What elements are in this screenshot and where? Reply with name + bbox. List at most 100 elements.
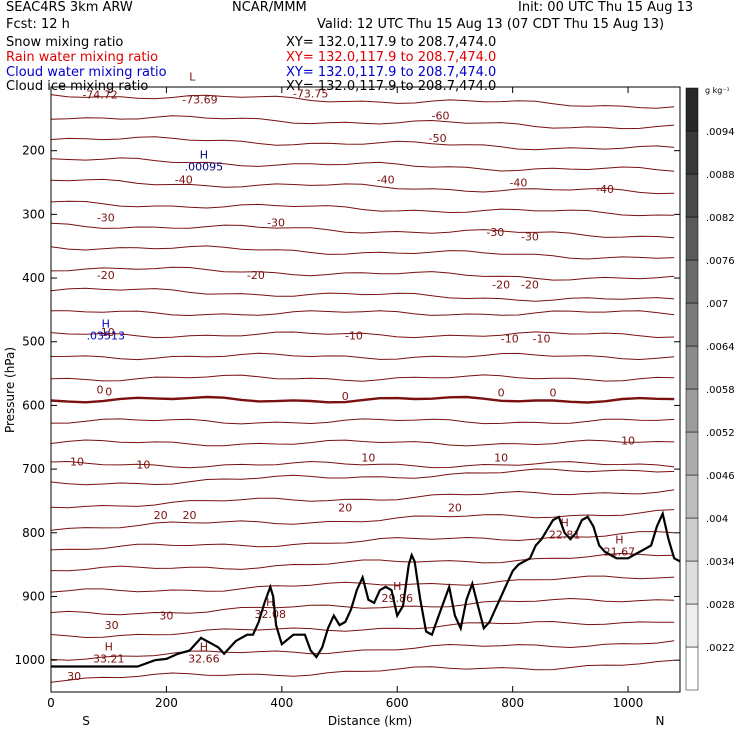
colorbar-label: .0052 [706,428,735,439]
field-label-cloud-water: Cloud water mixing ratio [6,65,167,80]
contour-line [50,222,675,239]
contour-line [50,157,675,172]
colorbar-label: .0028 [706,600,735,611]
contour-line [50,620,675,639]
contour-label: 20 [182,509,196,522]
contour-label: -60 [432,110,450,123]
contour-label: -73.75 [293,87,328,100]
temperature-contours [50,94,675,683]
contour-label: 20 [448,501,462,514]
extremum-mark: L [189,71,196,84]
y-tick-label: 800 [22,526,45,540]
contour-label: -20 [247,269,265,282]
y-axis-label: Pressure (hPa) [3,347,17,433]
contour-line [50,575,675,593]
contour-label: 30 [105,619,119,632]
colorbar-label: .0022 [706,643,735,654]
contour-label: 10 [621,434,635,447]
contour-line [50,266,675,281]
contour-label: -20 [97,269,115,282]
contour-label: -30 [97,212,115,225]
extremum-mark: H [393,580,401,593]
contour-label: 30 [159,610,173,623]
contour-label: 0 [97,384,104,397]
colorbar-label: .0094 [706,127,735,138]
contour-label: 20 [338,501,352,514]
extremum-mark: H [615,534,623,547]
contour-label: 0 [342,390,349,403]
contour-label: 0 [105,385,112,398]
extremum-value: .03513 [87,330,126,343]
contour-labels: -74.72 -73.69 -73.75 -60 -50 -40 -40 -40 -40 -30 -… [67,87,635,683]
contour-label: -30 [521,231,539,244]
contour-line [50,200,675,217]
colorbar-swatch [685,474,699,519]
y-tick-label: 1000 [14,653,45,667]
contour-label: -30 [486,226,504,239]
contour-line [50,115,675,130]
contour-line [50,136,675,151]
field-label-rain: Rain water mixing ratio [6,50,159,65]
y-tick-label: 400 [22,271,45,285]
x-tick-label: 200 [155,696,178,710]
plot-frame [50,86,681,693]
contour-line [50,460,675,469]
y-tick-label: 900 [22,589,45,603]
y-tick-label: 600 [22,398,45,412]
contour-line [51,418,675,425]
extremum-value: .00095 [185,160,224,173]
extremum-mark: H [200,641,208,654]
colorbar-label: .0082 [706,213,735,224]
contour-label: -30 [267,217,285,230]
contour-label: -20 [521,278,539,291]
colorbar-swatch [685,603,699,648]
x-tick-label: 0 [47,696,55,710]
y-tick-label: 300 [22,207,45,221]
contour-label: -10 [345,329,363,342]
contour-line [50,509,675,531]
extremum-value: 29.86 [381,592,413,605]
contour-line [50,331,675,339]
colorbar-label: .0034 [706,557,735,568]
y-tick-label: 200 [22,144,45,158]
extremum-mark: H [200,148,208,161]
colorbar-label: .004 [706,514,728,525]
colorbar-swatch [685,259,699,304]
contour-line [50,287,675,302]
contour-label: 20 [154,509,168,522]
contour-line [50,468,675,486]
colorbar-swatch [685,345,699,390]
contour-label: 10 [70,455,84,468]
colorbar-label: .0064 [706,342,735,353]
contour-line [50,659,675,683]
contour-line [51,310,675,317]
colorbar-label: .0058 [706,385,735,396]
x-axis-right-end-label: N [656,714,665,728]
center-title: NCAR/MMM [232,0,307,15]
contour-line [50,489,675,509]
contour-line [50,597,675,616]
contour-label: -50 [429,132,447,145]
contour-line [50,245,675,260]
contour-label: -40 [175,173,193,186]
model-title: SEAC4RS 3km ARW [6,0,133,15]
colorbar-label: .0046 [706,471,735,482]
field-xy-snow: XY= 132.0,117.9 to 208.7,474.0 [286,35,497,50]
colorbar-swatch [685,560,699,605]
valid-time: Valid: 12 UTC Thu 15 Aug 13 (07 CDT Thu … [317,17,665,32]
forecast-hour: Fcst: 12 h [6,17,70,32]
colorbar-label: .0076 [706,256,735,267]
zero-isotherm-line [50,395,675,404]
contour-label: -73.69 [182,94,217,107]
x-tick-label: 800 [501,696,524,710]
contour-line [50,640,675,661]
x-axis-label: Distance (km) [328,714,412,728]
colorbar-swatch [685,216,699,261]
extremum-mark: H [266,596,274,609]
init-time: Init: 00 UTC Thu 15 Aug 13 [518,0,694,15]
colorbar-swatch [685,646,699,691]
contour-line [50,94,675,109]
contour-label: -40 [509,177,527,190]
